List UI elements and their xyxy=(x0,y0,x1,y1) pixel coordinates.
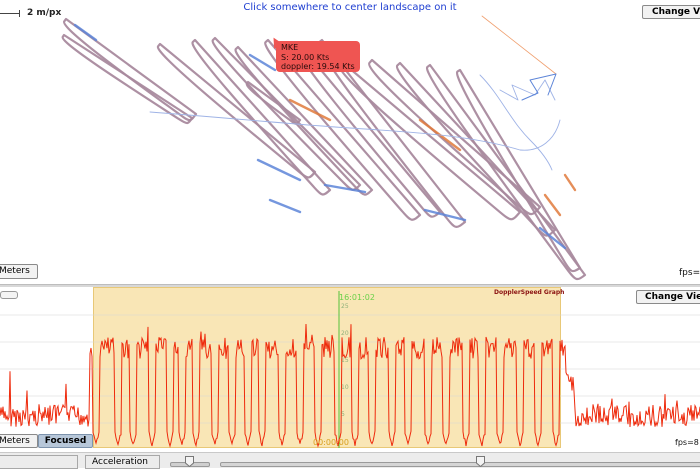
track-loop xyxy=(63,17,198,122)
y-tick-label: 10 xyxy=(341,384,349,391)
graph-change-view-button[interactable]: Change View xyxy=(636,290,700,304)
control-bar: Acceleration xyxy=(0,452,700,469)
graph-panel[interactable]: DopplerSpeed Graph 16:01:02 00:00:00 25 … xyxy=(0,287,700,452)
meters-button[interactable]: Meters xyxy=(0,264,38,279)
track-loop xyxy=(317,38,467,228)
track-speed-segment xyxy=(73,23,98,42)
map-panel[interactable]: Click somewhere to center landscape on i… xyxy=(0,0,700,284)
acceleration-select[interactable]: Acceleration xyxy=(85,455,160,469)
timeline-knob[interactable] xyxy=(476,456,485,467)
track-speed-segment xyxy=(268,198,302,214)
playback-speed-knob[interactable] xyxy=(185,456,194,467)
track-speed-segment xyxy=(543,193,562,217)
graph-meters-button[interactable]: Meters xyxy=(0,434,38,448)
rider-tooltip: MKE S: 20.00 Kts doppler: 19.54 Kts xyxy=(276,41,360,72)
track-loop xyxy=(234,45,374,196)
rider-speed: S: 20.00 Kts xyxy=(281,52,330,62)
y-tick-label: 5 xyxy=(341,411,345,418)
track-loop xyxy=(61,33,194,125)
gps-track-map[interactable] xyxy=(0,0,700,284)
heading-line xyxy=(481,15,557,75)
change-view-button[interactable]: Change View xyxy=(642,5,700,19)
track-speed-segment xyxy=(538,226,567,250)
track-loop xyxy=(338,60,522,221)
split-divider[interactable] xyxy=(0,284,700,287)
start-time: 00:00:00 xyxy=(313,438,349,447)
track-speed-segment xyxy=(563,173,577,192)
rider-name: MKE xyxy=(281,43,299,52)
mode-select[interactable] xyxy=(0,455,78,469)
focus-region[interactable] xyxy=(93,287,561,448)
track-loop xyxy=(455,68,582,273)
track-speed-segment xyxy=(248,53,277,72)
track-loop xyxy=(156,42,317,179)
track-speed-segment xyxy=(288,98,332,122)
y-tick-label: 25 xyxy=(341,303,349,310)
graph-fps-readout: fps=8 xyxy=(675,438,699,447)
track-loop xyxy=(368,58,542,216)
track-speed-segment xyxy=(256,158,302,182)
timeline-slider[interactable] xyxy=(220,462,700,467)
doppler-speed-line xyxy=(0,323,700,448)
graph-title: DopplerSpeed Graph xyxy=(494,289,565,296)
track-loop xyxy=(191,38,332,196)
track-loop xyxy=(426,63,587,281)
track-speed-segment xyxy=(323,183,367,194)
scale-label: 2 m/px xyxy=(27,8,62,18)
focused-toggle-button[interactable]: Focused xyxy=(38,434,93,448)
rider-arrow xyxy=(521,73,557,101)
doppler-speed-graph[interactable] xyxy=(0,287,700,452)
track-loop xyxy=(296,43,442,218)
track-loop xyxy=(264,38,422,221)
y-tick-label: 20 xyxy=(341,330,349,337)
scale-bar xyxy=(0,10,20,17)
track-speed-segment xyxy=(423,208,467,222)
cursor-time: 16:01:02 xyxy=(339,293,375,302)
rider-doppler: doppler: 19.54 Kts xyxy=(281,62,355,71)
y-tick-label: 15 xyxy=(341,357,349,364)
thin-track xyxy=(149,74,561,171)
graph-zoom-slider[interactable] xyxy=(0,291,18,299)
map-hint-text: Click somewhere to center landscape on i… xyxy=(243,2,457,13)
fps-readout: fps= xyxy=(679,268,700,278)
